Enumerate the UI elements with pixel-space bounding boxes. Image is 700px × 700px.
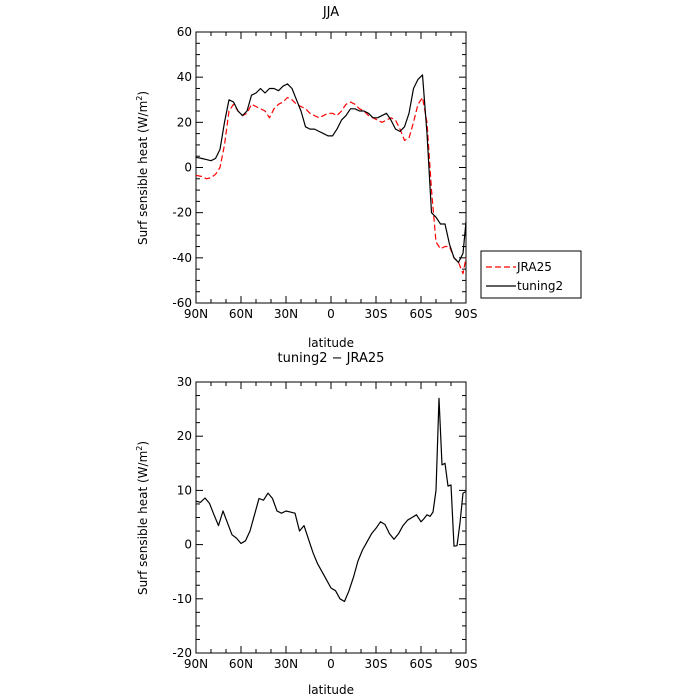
x-tick-label: 30N [274, 307, 298, 321]
x-tick-label: 60N [229, 657, 253, 671]
bottom-xlabel: latitude [308, 683, 354, 697]
x-tick-label: 60S [410, 307, 433, 321]
legend: JRA25 tuning2 [480, 250, 582, 299]
bottom-ylabel-main: Surf sensible heat (W/m [136, 451, 150, 595]
bottom-title: tuning2 − JRA25 [278, 351, 385, 366]
x-tick-label: 60S [410, 657, 433, 671]
y-tick-label: 0 [184, 161, 192, 175]
bottom-panel: tuning2 − JRA25 90N 60N 30N 0 30S 60S 90S -20 -1… [135, 351, 477, 697]
y-tick-label: -10 [172, 592, 192, 606]
legend-label-jra25: JRA25 [516, 260, 552, 274]
y-tick-label: -20 [172, 646, 192, 660]
y-tick-label: -60 [172, 296, 192, 310]
x-tick-label: 30S [365, 307, 388, 321]
y-tick-label: 10 [177, 483, 192, 497]
top-title: JJA [322, 5, 339, 20]
legend-box [480, 250, 582, 299]
bottom-ylabel-sup: 2 [135, 446, 144, 451]
y-tick-label: 20 [177, 429, 192, 443]
top-ylabel-main: Surf sensible heat (W/m [136, 101, 150, 245]
top-ylabel-sup: 2 [135, 96, 144, 101]
legend-label-tuning2: tuning2 [517, 279, 563, 293]
y-tick-label: -20 [172, 206, 192, 220]
x-tick-label: 0 [327, 307, 335, 321]
series-line-tuning2 [195, 74, 467, 263]
top-xlabel: latitude [308, 336, 354, 350]
x-tick-label: 90N [184, 307, 208, 321]
top-plot-area: 90N 60N 30N 0 30S 60S 90S -60 -40 -20 0 20 40 60 [172, 25, 477, 321]
top-ylabel-tail: ) [136, 91, 150, 96]
y-tick-label: 40 [177, 70, 192, 84]
y-tick-label: -40 [172, 251, 192, 265]
bottom-ylabel-tail: ) [136, 441, 150, 446]
top-panel: JJA 90N 60N 30N 0 30S 60S 90S-60-40-200204060 … [135, 5, 582, 350]
y-tick-label: 60 [177, 25, 192, 39]
y-tick-label: 20 [177, 115, 192, 129]
x-tick-label: 90S [455, 307, 478, 321]
plot-frame [195, 31, 467, 304]
x-tick-label: 30S [365, 657, 388, 671]
series-line-difference [195, 397, 467, 603]
bottom-plot-area: 90N 60N 30N 0 30S 60S 90S -20 -10 0 10 20 30 [172, 375, 477, 671]
top-ylabel: Surf sensible heat (W/m2) [135, 91, 150, 245]
bottom-ylabel: Surf sensible heat (W/m2) [135, 441, 150, 595]
y-tick-label: 30 [177, 375, 192, 389]
x-tick-label: 90N [184, 657, 208, 671]
y-tick-label: 0 [184, 538, 192, 552]
x-tick-label: 90S [455, 657, 478, 671]
x-tick-label: 60N [229, 307, 253, 321]
series-line-jra25 [195, 96, 467, 275]
x-tick-label: 0 [327, 657, 335, 671]
x-tick-label: 30N [274, 657, 298, 671]
